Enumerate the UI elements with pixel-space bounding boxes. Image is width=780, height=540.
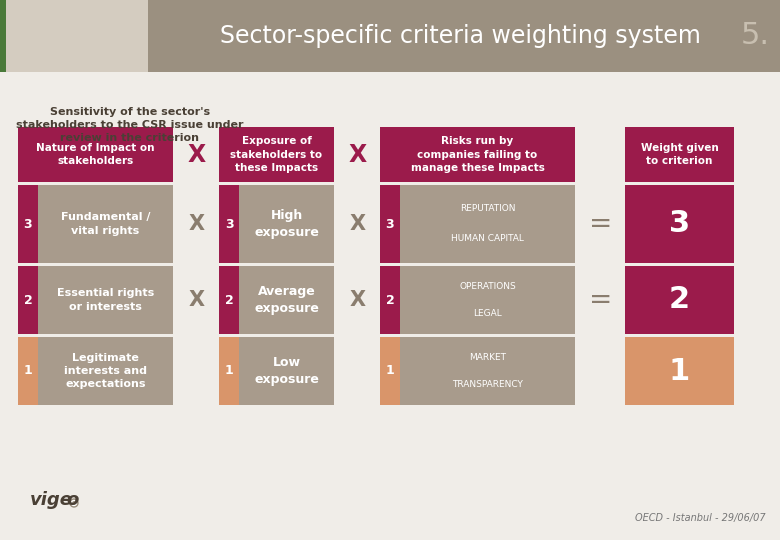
Text: 2: 2 [385, 294, 395, 307]
Bar [18, 127, 173, 182]
Text: X: X [189, 290, 205, 310]
Text: X: X [349, 143, 367, 166]
Bar [239, 185, 334, 263]
Text: =: = [590, 210, 612, 238]
Circle shape [70, 499, 78, 507]
Text: 2: 2 [225, 294, 233, 307]
Bar [380, 185, 400, 263]
Bar [18, 337, 38, 405]
Bar [0, 0, 148, 72]
Text: TRANSPARENCY: TRANSPARENCY [452, 380, 523, 389]
Bar [38, 337, 173, 405]
Text: 1: 1 [385, 364, 395, 377]
Text: =: = [590, 286, 612, 314]
Text: MARKET: MARKET [469, 353, 506, 362]
Text: Legitimate
interests and
expectations: Legitimate interests and expectations [64, 353, 147, 389]
Text: OPERATIONS: OPERATIONS [459, 282, 516, 291]
Bar [38, 266, 173, 334]
Text: Low
exposure: Low exposure [254, 356, 319, 386]
Text: 2: 2 [669, 286, 690, 314]
Bar [239, 266, 334, 334]
Text: High
exposure: High exposure [254, 209, 319, 239]
Text: Essential rights
or interests: Essential rights or interests [57, 288, 154, 312]
Circle shape [73, 502, 75, 504]
Text: REPUTATION: REPUTATION [459, 204, 516, 213]
Text: 2: 2 [23, 294, 33, 307]
Text: Sector-specific criteria weighting system: Sector-specific criteria weighting syste… [219, 24, 700, 48]
Bar [219, 337, 239, 405]
Bar [219, 266, 239, 334]
Text: vige: vige [30, 491, 73, 509]
Text: Exposure of
stakeholders to
these Impacts: Exposure of stakeholders to these Impact… [230, 136, 323, 173]
Text: 1: 1 [225, 364, 233, 377]
Text: 5.: 5. [740, 22, 770, 51]
Bar [625, 337, 734, 405]
Text: LEGAL: LEGAL [473, 309, 502, 318]
Circle shape [72, 501, 76, 505]
Bar [219, 185, 239, 263]
Bar [0, 0, 148, 72]
Bar [18, 266, 38, 334]
Text: X: X [189, 214, 205, 234]
Text: o: o [66, 491, 78, 509]
Bar [625, 185, 734, 263]
Bar [380, 337, 400, 405]
Text: Average
exposure: Average exposure [254, 285, 319, 315]
Bar [380, 266, 400, 334]
Bar [0, 0, 6, 72]
Text: Sensitivity of the sector's
stakeholders to the CSR issue under
review in the cr: Sensitivity of the sector's stakeholders… [16, 107, 243, 143]
Bar [625, 266, 734, 334]
Text: X: X [350, 214, 366, 234]
Text: Fundamental /
vital rights: Fundamental / vital rights [61, 212, 151, 235]
Text: 1: 1 [669, 356, 690, 386]
Bar [18, 185, 38, 263]
Bar [148, 0, 780, 72]
Bar [38, 185, 173, 263]
Text: 3: 3 [669, 210, 690, 239]
Bar [400, 337, 575, 405]
Text: 3: 3 [225, 218, 233, 231]
Text: Risks run by
companies failing to
manage these Impacts: Risks run by companies failing to manage… [410, 136, 544, 173]
Bar [400, 185, 575, 263]
Bar [625, 127, 734, 182]
Text: Nature of Impact on
stakeholders: Nature of Impact on stakeholders [36, 143, 154, 166]
Bar [400, 266, 575, 334]
Text: 3: 3 [385, 218, 395, 231]
Text: Weight given
to criterion: Weight given to criterion [640, 143, 718, 166]
Text: OECD - Istanbul - 29/06/07: OECD - Istanbul - 29/06/07 [635, 513, 765, 523]
Text: 3: 3 [23, 218, 32, 231]
Text: HUMAN CAPITAL: HUMAN CAPITAL [451, 233, 524, 242]
Bar [239, 337, 334, 405]
Bar [219, 127, 334, 182]
Text: X: X [350, 290, 366, 310]
Bar [380, 127, 575, 182]
Text: X: X [188, 143, 206, 166]
Text: 1: 1 [23, 364, 33, 377]
